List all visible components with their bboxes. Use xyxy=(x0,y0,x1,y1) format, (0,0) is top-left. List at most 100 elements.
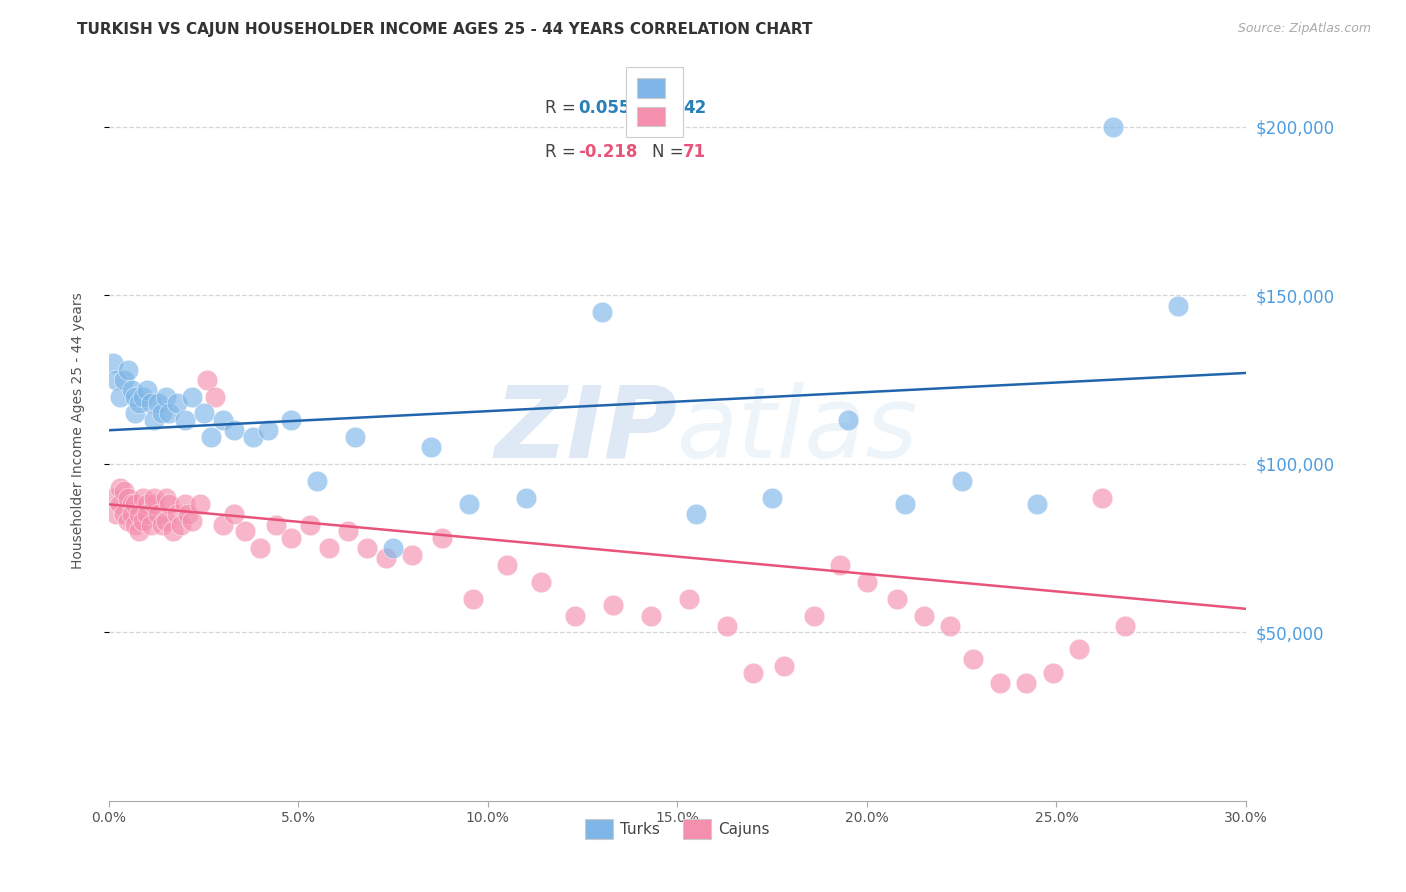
Point xyxy=(685,508,707,522)
Point xyxy=(912,608,935,623)
Point xyxy=(155,491,177,505)
Point xyxy=(124,406,146,420)
Point xyxy=(166,396,188,410)
Point xyxy=(117,491,139,505)
Point xyxy=(420,440,443,454)
Point xyxy=(515,491,537,505)
Point xyxy=(110,481,132,495)
Point xyxy=(181,514,204,528)
Point xyxy=(112,483,135,498)
Point xyxy=(1069,642,1091,657)
Point xyxy=(962,652,984,666)
Point xyxy=(128,508,150,522)
Point xyxy=(222,508,245,522)
Point xyxy=(1167,299,1189,313)
Point xyxy=(640,608,662,623)
Point xyxy=(101,356,124,370)
Point xyxy=(139,517,162,532)
Text: N =: N = xyxy=(652,144,689,161)
Point xyxy=(110,497,132,511)
Point xyxy=(211,413,233,427)
Point xyxy=(135,497,157,511)
Point xyxy=(856,574,879,589)
Point xyxy=(132,390,155,404)
Point xyxy=(101,491,124,505)
Point xyxy=(124,517,146,532)
Point xyxy=(159,406,181,420)
Point xyxy=(1026,497,1049,511)
Point xyxy=(159,497,181,511)
Point xyxy=(886,591,908,606)
Point xyxy=(155,514,177,528)
Text: Source: ZipAtlas.com: Source: ZipAtlas.com xyxy=(1237,22,1371,36)
Point xyxy=(200,430,222,444)
Point xyxy=(249,541,271,556)
Text: -0.218: -0.218 xyxy=(578,144,638,161)
Point xyxy=(143,413,166,427)
Point xyxy=(105,373,128,387)
Point xyxy=(117,362,139,376)
Point xyxy=(146,396,169,410)
Point xyxy=(222,423,245,437)
Point xyxy=(193,406,215,420)
Point xyxy=(121,497,143,511)
Point xyxy=(132,514,155,528)
Point xyxy=(837,413,859,427)
Text: N =: N = xyxy=(652,99,689,117)
Point xyxy=(139,396,162,410)
Point xyxy=(257,423,280,437)
Point xyxy=(188,497,211,511)
Text: R =: R = xyxy=(546,144,582,161)
Point xyxy=(135,508,157,522)
Point xyxy=(374,551,396,566)
Text: R =: R = xyxy=(546,99,582,117)
Point xyxy=(112,373,135,387)
Point xyxy=(162,524,184,539)
Text: ZIP: ZIP xyxy=(495,382,678,479)
Point xyxy=(143,491,166,505)
Point xyxy=(1042,665,1064,680)
Point xyxy=(117,514,139,528)
Point xyxy=(242,430,264,444)
Point xyxy=(280,413,302,427)
Point xyxy=(264,517,287,532)
Text: atlas: atlas xyxy=(678,382,920,479)
Point xyxy=(678,591,700,606)
Point xyxy=(761,491,783,505)
Point xyxy=(124,390,146,404)
Point xyxy=(461,591,484,606)
Point xyxy=(166,508,188,522)
Point xyxy=(128,524,150,539)
Point xyxy=(110,390,132,404)
Point xyxy=(458,497,481,511)
Point xyxy=(988,676,1011,690)
Point xyxy=(591,305,613,319)
Point xyxy=(181,390,204,404)
Point xyxy=(344,430,367,444)
Point xyxy=(135,383,157,397)
Point xyxy=(105,508,128,522)
Point xyxy=(298,517,321,532)
Point xyxy=(211,517,233,532)
Point xyxy=(939,618,962,632)
Point xyxy=(772,659,794,673)
Point xyxy=(121,383,143,397)
Text: 0.055: 0.055 xyxy=(578,99,631,117)
Point xyxy=(356,541,378,556)
Legend: Turks, Cajuns: Turks, Cajuns xyxy=(579,814,776,845)
Point xyxy=(143,497,166,511)
Point xyxy=(894,497,917,511)
Point xyxy=(1102,120,1125,134)
Text: TURKISH VS CAJUN HOUSEHOLDER INCOME AGES 25 - 44 YEARS CORRELATION CHART: TURKISH VS CAJUN HOUSEHOLDER INCOME AGES… xyxy=(77,22,813,37)
Point xyxy=(280,531,302,545)
Point xyxy=(173,413,195,427)
Point xyxy=(318,541,340,556)
Point xyxy=(132,491,155,505)
Point xyxy=(1114,618,1136,632)
Point xyxy=(1091,491,1114,505)
Point xyxy=(155,390,177,404)
Point xyxy=(716,618,738,632)
Point xyxy=(401,548,423,562)
Point xyxy=(564,608,586,623)
Point xyxy=(128,396,150,410)
